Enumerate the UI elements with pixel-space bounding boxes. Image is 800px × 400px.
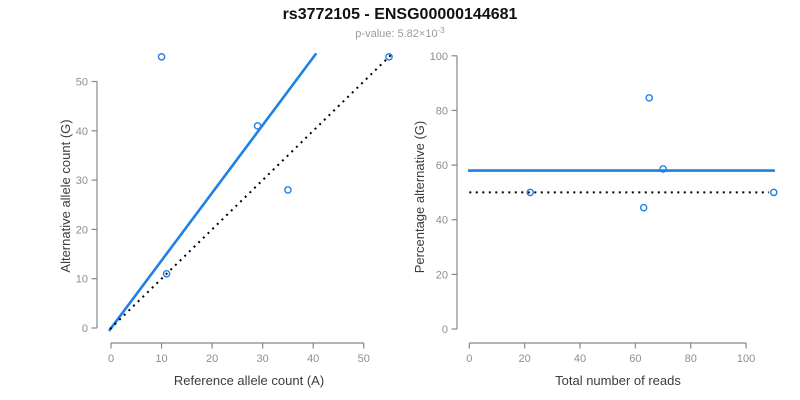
right-data-point	[526, 188, 534, 197]
right-data-point	[769, 188, 778, 197]
left-y-tick-label: 0	[82, 323, 88, 335]
left-x-tick-label: 50	[358, 353, 370, 365]
left-y-tick-label: 50	[76, 77, 88, 89]
left-y-axis-label: Alternative allele count (G)	[58, 119, 73, 273]
pvalue-text: p-value: 5.82×10	[355, 28, 438, 40]
left-y-tick-label: 20	[76, 224, 88, 236]
left-x-tick-label: 20	[206, 353, 218, 365]
left-x-tick-label: 40	[307, 353, 319, 365]
left-identity-line	[109, 54, 392, 330]
right-x-tick-label: 0	[466, 353, 472, 365]
right-x-tick-label: 80	[685, 353, 697, 365]
figure-title: rs3772105 - ENSG00000144681	[282, 6, 518, 23]
right-data-point	[639, 203, 648, 212]
left-y-tick-label: 10	[76, 274, 88, 286]
right-x-axis-label: Total number of reads	[555, 373, 681, 388]
left-data-point	[162, 269, 171, 278]
right-data-point	[659, 165, 667, 173]
left-x-axis-label: Reference allele count (A)	[173, 373, 325, 388]
right-y-tick-label: 80	[436, 105, 448, 117]
left-data-point	[284, 186, 292, 194]
left-fit-line	[107, 52, 318, 332]
right-y-tick-label: 100	[430, 51, 448, 63]
pvalue-exponent: -3	[437, 26, 445, 35]
left-x-tick-label: 0	[108, 353, 114, 365]
right-y-tick-label: 40	[436, 215, 448, 227]
right-x-tick-label: 40	[574, 353, 586, 365]
right-data-point	[645, 94, 654, 102]
right-x-tick-label: 60	[629, 353, 641, 365]
right-x-tick-label: 100	[737, 353, 755, 365]
right-x-tick-label: 20	[519, 353, 531, 365]
left-data-point	[385, 53, 393, 61]
left-x-tick-label: 10	[155, 353, 167, 365]
right-y-tick-label: 60	[436, 160, 448, 172]
right-y-tick-label: 0	[442, 324, 448, 336]
left-data-point	[157, 53, 166, 61]
right-y-tick-label: 20	[436, 269, 448, 281]
left-y-tick-label: 30	[76, 175, 88, 187]
left-data-point	[253, 122, 262, 130]
right-y-axis-label: Percentage alternative (G)	[412, 120, 427, 274]
left-y-tick-label: 40	[76, 126, 88, 138]
left-x-tick-label: 30	[257, 353, 269, 365]
figure-subtitle: p-value: 5.82×10-3	[0, 26, 800, 40]
